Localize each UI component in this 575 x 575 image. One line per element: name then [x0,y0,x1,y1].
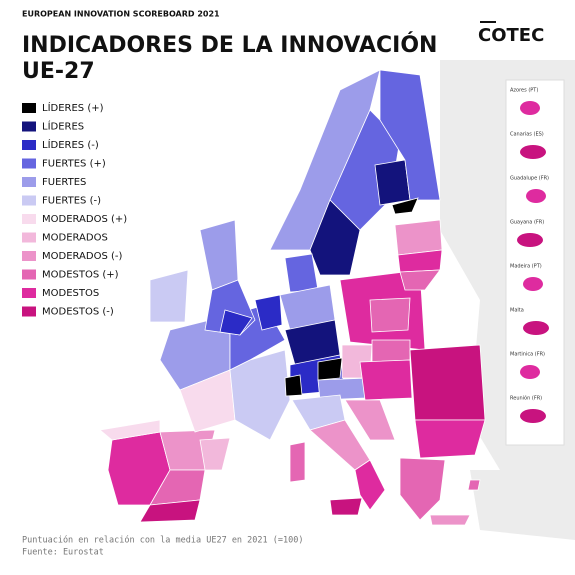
legend-swatch [22,121,36,132]
region [284,374,303,397]
region [391,197,419,215]
inset-shape [520,409,546,423]
region [467,479,481,491]
map [99,69,486,526]
legend-label: MODERADOS [42,233,108,244]
legend-swatch [22,140,36,150]
inset-label: Malta [510,308,524,314]
region [409,344,486,421]
inset-shape [520,101,540,115]
legend-label: MODESTOS (-) [42,307,114,318]
legend-label: FUERTES (-) [42,196,101,207]
inset-shape [517,233,543,247]
legend-label: FUERTES (+) [42,159,106,170]
title: INDICADORES DE LA INNOVACIÓN [22,32,437,58]
legend-label: LÍDERES (-) [42,138,99,151]
footer-note: Puntuación en relación con la media UE27… [22,535,303,546]
inset-label: Azores (PT) [510,88,538,94]
region [309,199,361,276]
region [219,309,253,336]
region [354,459,386,511]
inset-shape [520,145,546,159]
region [329,497,363,516]
legend-label: MODERADOS (-) [42,251,123,262]
legend: LÍDERES (+) LÍDERES LÍDERES (-) FUERTES (+)… [22,101,127,318]
inset-label: Guadalupe (FR) [510,176,549,182]
legend-label: LÍDERES [42,120,84,133]
region [199,437,231,471]
inset-shape [520,365,540,379]
legend-swatch [22,288,36,298]
region [414,419,486,459]
legend-swatch [22,177,36,187]
region [399,457,446,521]
inset-label: Canarias (ES) [510,132,544,138]
region [359,359,413,401]
inset-label: Guayana (FR) [510,220,544,226]
inset-shape [526,189,546,203]
region [289,441,306,483]
region [399,269,441,291]
region [99,419,161,441]
region [344,399,396,441]
insets: Azores (PT) Canarias (ES) Guadalupe (FR) Gu… [510,88,549,423]
inset-panel [505,79,565,446]
inset-label: Reunión (FR) [510,395,542,402]
inset-shape [523,321,549,335]
region [284,253,319,293]
legend-swatch [22,195,36,206]
title: UE-27 [22,59,95,84]
legend-swatch [22,269,36,280]
region [317,357,343,381]
legend-swatch [22,251,36,261]
inset-label: Martinica (FR) [510,352,545,358]
region [254,294,283,331]
non-eu-land [470,470,575,540]
legend-swatch [22,158,36,169]
region [374,159,411,206]
legend-label: MODESTOS (+) [42,270,119,281]
legend-label: FUERTES [42,177,86,188]
region [371,339,411,363]
inset-shape [523,277,543,291]
region [229,349,291,441]
legend-label: MODERADOS (+) [42,214,127,225]
legend-swatch [22,214,36,224]
legend-swatch [22,306,36,317]
kicker: EUROPEAN INNOVATION SCOREBOARD 2021 [22,10,220,19]
region [139,499,201,523]
legend-label: LÍDERES (+) [42,101,104,114]
legend-label: MODESTOS [42,288,99,299]
legend-swatch [22,103,36,113]
region [369,297,411,333]
inset-label: Madeira (PT) [510,264,542,270]
region [429,514,471,526]
region [149,269,189,323]
footer-source: Fuente: Eurostat [22,548,104,558]
logo: COTEC [478,25,544,46]
legend-swatch [22,232,36,243]
region [394,219,443,256]
